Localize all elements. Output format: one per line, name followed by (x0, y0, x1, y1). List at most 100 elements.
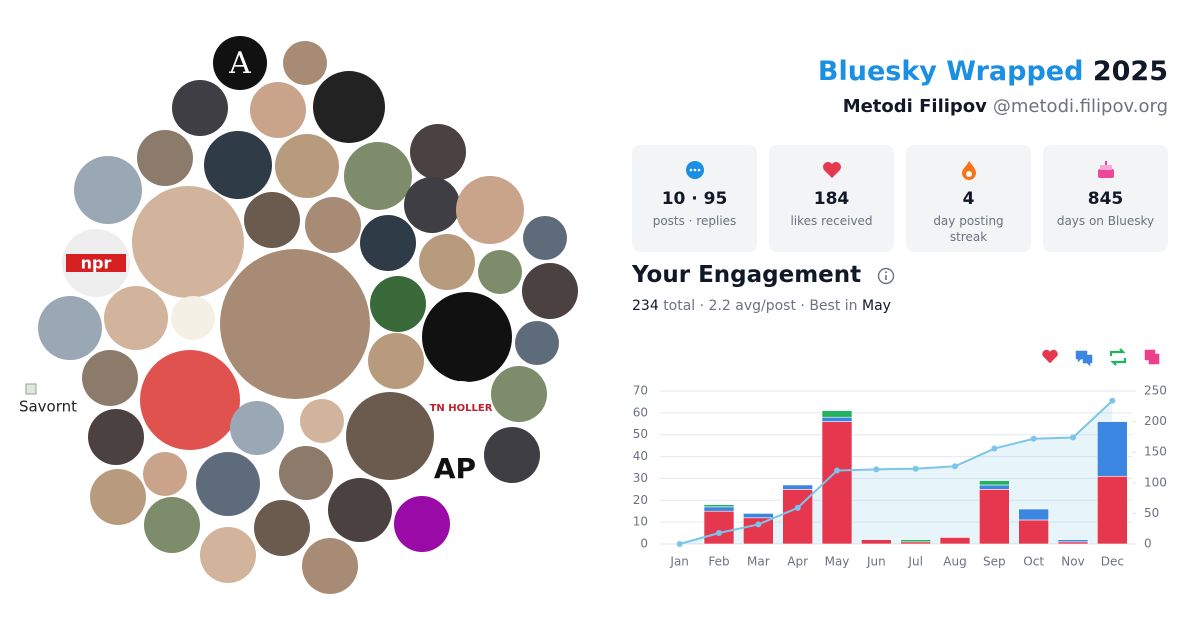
avatar[interactable] (484, 427, 540, 483)
avatar[interactable] (140, 350, 240, 450)
y-tick-label: 40 (633, 449, 648, 463)
avatar[interactable] (515, 321, 559, 365)
avatar[interactable] (410, 124, 466, 180)
x-tick-label: Jul (907, 555, 922, 569)
avatar[interactable] (200, 527, 256, 583)
stat-card: 10 · 95 posts · replies (632, 145, 757, 252)
line-point (873, 466, 880, 473)
bar-segment (743, 513, 774, 519)
avatar[interactable] (74, 156, 142, 224)
avatar[interactable] (328, 478, 392, 542)
stat-card: 4 day posting streak (906, 145, 1031, 252)
stat-value: 184 (813, 189, 850, 209)
line-point (1070, 434, 1076, 441)
x-tick-label: Apr (787, 555, 808, 569)
avatar[interactable] (456, 176, 524, 244)
bar-segment (703, 510, 735, 545)
stat-card: 184 likes received (769, 145, 894, 252)
avatar[interactable] (368, 333, 424, 389)
avatar[interactable] (250, 82, 306, 138)
avatar[interactable] (88, 409, 144, 465)
bar-segment (821, 421, 853, 545)
avatar[interactable] (244, 192, 300, 248)
avatar[interactable] (344, 142, 412, 210)
bar-segment (1018, 519, 1049, 545)
avatar[interactable] (346, 392, 434, 480)
avatar[interactable] (196, 452, 260, 516)
bar-segment (1018, 508, 1049, 521)
bar-segment (782, 484, 813, 490)
stat-card: 845 days on Bluesky (1043, 145, 1168, 252)
line-point (755, 521, 762, 528)
avatar[interactable] (204, 131, 272, 199)
avatar[interactable] (478, 250, 522, 294)
avatar[interactable] (419, 234, 475, 290)
y-tick-label: 70 (633, 384, 648, 398)
avatar[interactable] (172, 80, 228, 136)
stat-label: days on Bluesky (1056, 214, 1155, 228)
section-title: Your Engagement (632, 262, 895, 288)
stat-icon-wrap (769, 145, 894, 185)
avatar[interactable] (360, 215, 416, 271)
avatar[interactable] (230, 401, 284, 455)
avatar[interactable] (82, 350, 138, 406)
bar-segment (703, 506, 735, 512)
avatar[interactable] (275, 134, 339, 198)
legend-toggle[interactable] (1075, 350, 1093, 367)
legend-toggle[interactable] (1109, 348, 1127, 366)
avatar[interactable] (404, 177, 460, 233)
x-tick-label: Jun (866, 555, 886, 569)
avatar[interactable] (300, 399, 344, 443)
y-tick-label: 0 (640, 537, 648, 551)
avatar[interactable] (422, 292, 512, 382)
x-tick-label: Jan (669, 555, 689, 569)
bar-segment (939, 537, 971, 545)
line-point (794, 504, 801, 511)
total: 234 (632, 298, 659, 314)
avatar[interactable] (523, 216, 567, 260)
avatar[interactable] (143, 452, 187, 496)
avatar[interactable] (434, 381, 488, 435)
avatar[interactable] (302, 538, 358, 594)
avatar[interactable] (38, 296, 102, 360)
avatar[interactable] (137, 130, 193, 186)
x-tick-label: Nov (1061, 555, 1084, 569)
bar-segment (979, 480, 1010, 486)
avatar[interactable] (144, 497, 200, 553)
stat-icon-wrap (906, 145, 1031, 185)
avatar[interactable] (394, 496, 450, 552)
legend-toggle[interactable] (1144, 349, 1160, 365)
avatar[interactable] (305, 197, 361, 253)
line (679, 400, 1114, 545)
avatar[interactable] (104, 286, 168, 350)
avatar[interactable] (220, 249, 370, 399)
avatar[interactable] (279, 446, 333, 500)
avatar[interactable] (90, 469, 146, 525)
avatar[interactable] (171, 296, 215, 340)
info-icon[interactable] (877, 267, 895, 285)
avatar[interactable] (427, 450, 483, 506)
avatar[interactable] (313, 71, 385, 143)
avatar[interactable] (370, 276, 426, 332)
avatar[interactable] (254, 500, 310, 556)
bar-segment (979, 484, 1010, 490)
avatar[interactable] (491, 366, 547, 422)
avatar[interactable] (132, 186, 244, 298)
avatar[interactable] (213, 36, 267, 90)
bar-segment (821, 416, 853, 422)
avatar[interactable] (522, 263, 578, 319)
avatar[interactable] (283, 41, 327, 85)
broken-image-icon (25, 383, 37, 395)
x-tick-label: Oct (1023, 555, 1044, 569)
legend-toggle[interactable] (1042, 349, 1058, 364)
user-handle[interactable]: @metodi.filipov.org (992, 96, 1168, 117)
x-tick-label: Mar (747, 555, 770, 569)
line-point (676, 541, 683, 547)
line-point (952, 463, 958, 470)
line-point (716, 529, 722, 536)
stat-label: posts · replies (652, 214, 737, 228)
brand: Bluesky Wrapped (817, 56, 1084, 87)
avatar-logo: AP (434, 452, 476, 485)
x-tick-label: Aug (943, 555, 966, 569)
